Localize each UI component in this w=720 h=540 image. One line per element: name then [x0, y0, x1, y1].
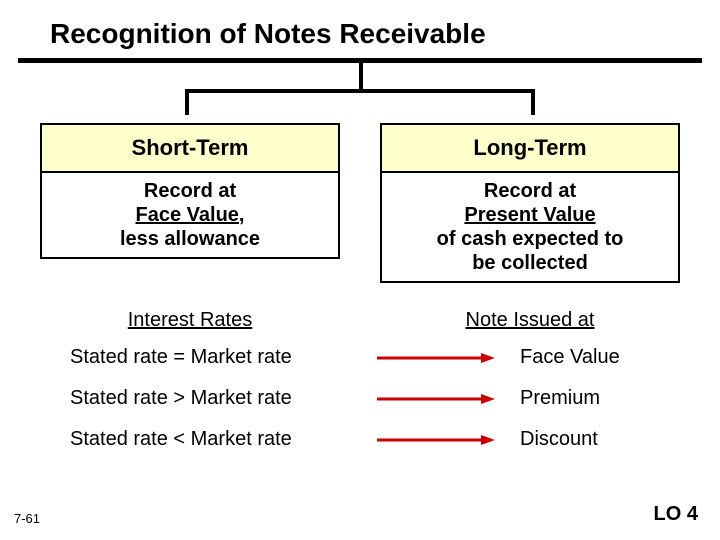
rate-row: Stated rate > Market rate Premium: [70, 387, 680, 410]
arrow-icon: [350, 351, 520, 365]
long-term-l1b: Present Value: [386, 203, 674, 227]
arrow-icon: [350, 433, 520, 447]
rate-condition: Stated rate = Market rate: [70, 346, 350, 369]
interest-rates-heading: Interest Rates: [40, 309, 340, 332]
rate-row: Stated rate = Market rate Face Value: [70, 346, 680, 369]
rate-row: Stated rate < Market rate Discount: [70, 428, 680, 451]
rate-result: Discount: [520, 428, 680, 451]
short-term-header: Short-Term: [40, 123, 340, 173]
slide-title: Recognition of Notes Receivable: [0, 0, 720, 58]
short-term-comma: ,: [239, 204, 245, 226]
slide-number: 7-61: [14, 511, 40, 526]
long-term-l1a: Record at: [386, 179, 674, 203]
short-term-column: Short-Term Record at Face Value, less al…: [40, 123, 340, 283]
rates-table: Stated rate = Market rate Face Value Sta…: [0, 346, 720, 451]
tree-connector: [0, 63, 720, 123]
subhead-row: Interest Rates Note Issued at: [0, 283, 720, 346]
note-issued-heading: Note Issued at: [380, 309, 680, 332]
long-term-header: Long-Term: [380, 123, 680, 173]
rate-result: Face Value: [520, 346, 680, 369]
long-term-column: Long-Term Record at Present Value of cas…: [380, 123, 680, 283]
rate-condition: Stated rate < Market rate: [70, 428, 350, 451]
rate-condition: Stated rate > Market rate: [70, 387, 350, 410]
long-term-l2: of cash expected to: [386, 227, 674, 251]
short-term-l2: less allowance: [46, 227, 334, 251]
rate-result: Premium: [520, 387, 680, 410]
short-term-l1a: Record at: [144, 180, 236, 202]
long-term-body: Record at Present Value of cash expected…: [380, 173, 680, 283]
short-term-body: Record at Face Value, less allowance: [40, 173, 340, 259]
long-term-l3: be collected: [386, 251, 674, 275]
term-columns: Short-Term Record at Face Value, less al…: [0, 123, 720, 283]
short-term-l1b: Face Value: [136, 204, 239, 226]
learning-objective: LO 4: [654, 503, 698, 526]
arrow-icon: [350, 392, 520, 406]
